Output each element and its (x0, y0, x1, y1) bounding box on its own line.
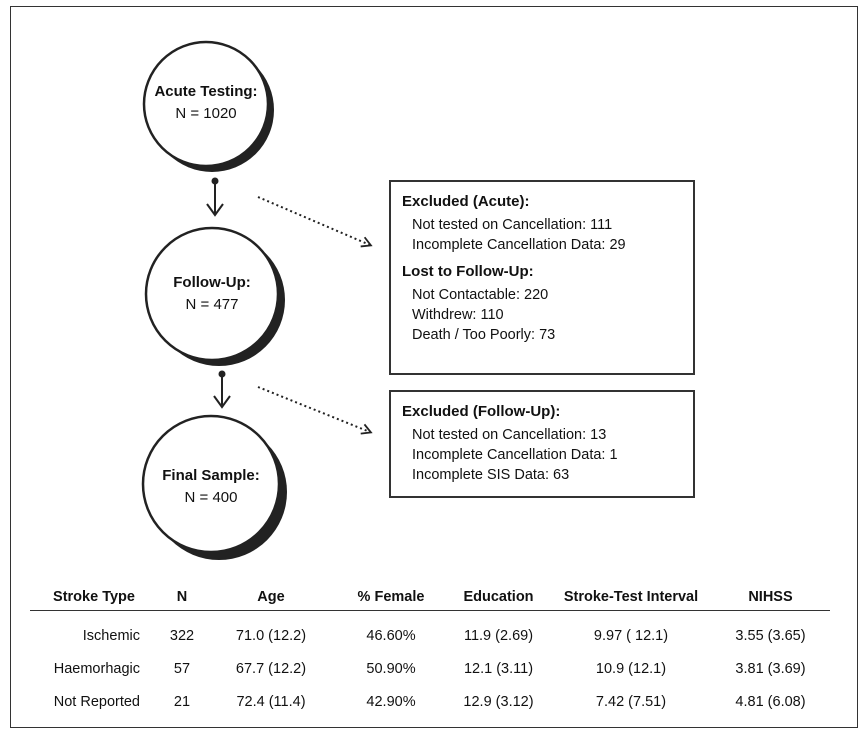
exclusion-item: Incomplete Cancellation Data: 29 (412, 237, 626, 253)
lost-item: Withdrew: 110 (412, 307, 504, 323)
exclusion-item: Not tested on Cancellation: 13 (412, 427, 607, 443)
table-cell: 11.9 (2.69) (463, 627, 534, 644)
column-header: % Female (336, 583, 446, 611)
table-cell: 7.42 (7.51) (595, 693, 667, 710)
connector-acute-to-followup (206, 177, 224, 217)
table-row: Not Reported 21 72.4 (11.4) 42.90% 12.9 … (30, 685, 830, 718)
table-cell: Ischemic (82, 627, 140, 644)
node-title: Acute Testing: (154, 83, 258, 100)
table-cell: 72.4 (11.4) (236, 693, 306, 710)
excluded-followup-header: Excluded (Follow-Up): (402, 403, 561, 420)
table-cell: 9.97 ( 12.1) (593, 627, 669, 644)
node-acute-testing-circle (142, 40, 274, 172)
column-header: Age (206, 583, 336, 611)
lost-to-follow-up-header: Lost to Follow-Up: (402, 263, 534, 280)
table-cell: 3.81 (3.69) (735, 660, 806, 677)
excluded-acute-header: Excluded (Acute): (402, 193, 530, 210)
exclusion-item: Not tested on Cancellation: 111 (412, 217, 613, 233)
node-count: N = 1020 (175, 105, 237, 122)
stroke-type-table: Stroke Type N Age % Female Education Str… (30, 583, 830, 718)
node-acute-testing: Acute Testing: N = 1020 (126, 81, 286, 125)
connector-followup-to-final (213, 370, 231, 409)
table-header-row: Stroke Type N Age % Female Education Str… (30, 583, 830, 611)
table-row: Ischemic 322 71.0 (12.2) 46.60% 11.9 (2.… (30, 611, 830, 653)
node-count: N = 400 (184, 489, 238, 506)
table-cell: 12.9 (3.12) (463, 693, 534, 710)
node-count: N = 477 (185, 296, 239, 313)
node-final-sample-circle (141, 414, 287, 560)
table-cell: 3.55 (3.65) (735, 627, 806, 644)
table-row: Haemorhagic 57 67.7 (12.2) 50.90% 12.1 (… (30, 652, 830, 685)
table-cell: Not Reported (53, 693, 140, 710)
table-cell: 50.90% (366, 660, 416, 677)
exclusion-item: Incomplete Cancellation Data: 1 (412, 447, 618, 463)
table-cell: 71.0 (12.2) (235, 627, 307, 644)
dotted-arrow-to-acute-exclusions (257, 196, 373, 248)
column-header: Stroke-Test Interval (551, 583, 711, 611)
table-cell: 42.90% (366, 693, 416, 710)
column-header: Stroke Type (30, 583, 158, 611)
node-title: Final Sample: (162, 467, 260, 484)
table-cell: 67.7 (12.2) (235, 660, 307, 677)
table-cell: 322 (169, 627, 195, 644)
table-cell: 57 (173, 660, 191, 677)
table-cell: 10.9 (12.1) (595, 660, 667, 677)
column-header: Education (446, 583, 551, 611)
column-header: N (158, 583, 206, 611)
column-header: NIHSS (711, 583, 830, 611)
node-follow-up-circle (144, 226, 285, 366)
acute-exclusions-box: Excluded (Acute): Not tested on Cancella… (389, 180, 695, 375)
table-cell: 21 (173, 693, 191, 710)
dotted-arrow-to-followup-exclusions (257, 386, 373, 435)
node-title: Follow-Up: (173, 274, 251, 291)
followup-exclusions-box: Excluded (Follow-Up): Not tested on Canc… (389, 390, 695, 498)
exclusion-item: Incomplete SIS Data: 63 (412, 467, 570, 483)
node-follow-up: Follow-Up: N = 477 (132, 272, 292, 316)
table-cell: 46.60% (366, 627, 416, 644)
lost-item: Death / Too Poorly: 73 (412, 327, 556, 343)
lost-item: Not Contactable: 220 (412, 287, 549, 303)
table-cell: 4.81 (6.08) (735, 693, 806, 710)
table-cell: 12.1 (3.11) (463, 660, 534, 677)
node-final-sample: Final Sample: N = 400 (131, 465, 291, 509)
flowchart (141, 40, 373, 560)
table-cell: Haemorhagic (53, 660, 140, 677)
